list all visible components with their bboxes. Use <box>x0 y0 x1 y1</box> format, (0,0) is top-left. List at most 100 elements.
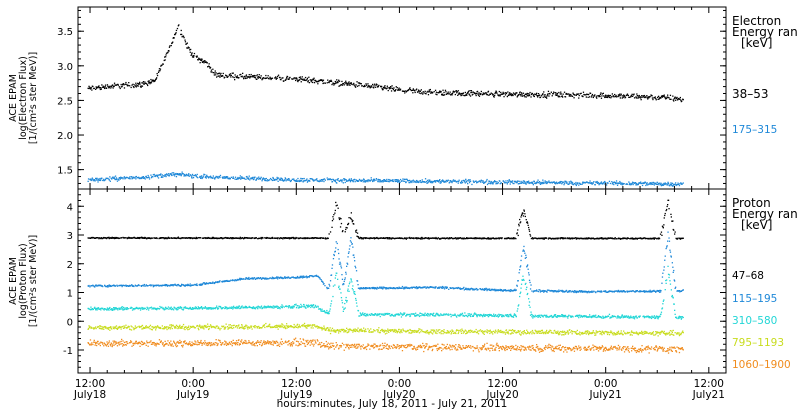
data-point <box>348 285 349 286</box>
data-point <box>349 245 350 246</box>
data-point <box>345 307 346 308</box>
data-point <box>302 178 303 179</box>
data-point <box>391 90 392 91</box>
data-point <box>243 78 244 79</box>
data-point <box>628 95 629 96</box>
data-point <box>185 41 186 42</box>
data-point <box>300 178 301 179</box>
data-point <box>344 281 345 282</box>
data-point <box>339 262 340 263</box>
data-point <box>190 283 191 284</box>
data-point <box>362 85 363 86</box>
data-point <box>342 279 343 280</box>
data-point <box>666 183 667 184</box>
data-point <box>100 87 101 88</box>
data-point <box>400 89 401 90</box>
data-point <box>407 238 408 239</box>
data-point <box>575 182 576 183</box>
data-point <box>465 179 466 180</box>
data-point <box>552 95 553 96</box>
data-point <box>434 91 435 92</box>
data-point <box>116 179 117 180</box>
data-point <box>342 230 343 231</box>
data-point <box>666 246 667 247</box>
data-point <box>487 184 488 185</box>
data-point <box>343 83 344 84</box>
data-point <box>516 289 517 290</box>
data-point <box>142 86 143 87</box>
data-point <box>645 96 646 97</box>
data-point <box>158 72 159 73</box>
data-point <box>253 306 254 307</box>
data-point <box>514 289 515 290</box>
data-point <box>282 306 283 307</box>
data-point <box>150 175 151 176</box>
data-point <box>538 291 539 292</box>
data-point <box>122 306 123 307</box>
data-point <box>334 284 335 285</box>
data-point <box>429 180 430 181</box>
data-point <box>667 245 668 246</box>
data-point <box>357 280 358 281</box>
data-point <box>391 85 392 86</box>
data-point <box>92 179 93 180</box>
data-point <box>530 96 531 97</box>
data-point <box>302 76 303 77</box>
data-point <box>517 180 518 181</box>
data-point <box>351 279 352 280</box>
data-point <box>545 180 546 181</box>
data-point <box>658 96 659 97</box>
data-point <box>147 85 148 86</box>
data-point <box>334 255 335 256</box>
data-point <box>639 95 640 96</box>
data-point <box>357 233 358 234</box>
data-point <box>188 173 189 174</box>
data-point <box>593 291 594 292</box>
data-point <box>435 286 436 287</box>
legend-series-label: 1060–1900 <box>732 359 791 371</box>
data-point <box>414 238 415 239</box>
data-point <box>321 237 322 238</box>
data-point <box>370 288 371 289</box>
data-point <box>159 306 160 307</box>
data-point <box>245 78 246 79</box>
data-point <box>174 175 175 176</box>
data-point <box>246 74 247 75</box>
data-point <box>397 87 398 88</box>
data-point <box>335 251 336 252</box>
data-point <box>114 177 115 178</box>
data-point <box>175 32 176 33</box>
data-point <box>310 307 311 308</box>
data-point <box>143 81 144 82</box>
data-point <box>444 288 445 289</box>
data-point <box>658 184 659 185</box>
data-point <box>652 99 653 100</box>
data-point <box>601 291 602 292</box>
data-point <box>320 309 321 310</box>
data-point <box>676 97 677 98</box>
data-point <box>181 30 182 31</box>
data-point <box>347 264 348 265</box>
data-point <box>367 314 368 315</box>
data-point <box>467 183 468 184</box>
data-point <box>157 176 158 177</box>
data-point <box>282 307 283 308</box>
data-point <box>242 73 243 74</box>
data-point <box>495 181 496 182</box>
data-point <box>272 180 273 181</box>
y-tick-label: 3 <box>67 231 73 242</box>
data-point <box>134 84 135 85</box>
data-point <box>320 180 321 181</box>
data-point <box>546 238 547 239</box>
data-point <box>352 247 353 248</box>
data-point <box>255 308 256 309</box>
data-point <box>348 217 349 218</box>
data-point <box>353 181 354 182</box>
data-point <box>346 266 347 267</box>
data-point <box>673 270 674 271</box>
data-point <box>512 180 513 181</box>
data-point <box>594 94 595 95</box>
data-point <box>300 304 301 305</box>
data-point <box>193 177 194 178</box>
data-point <box>396 179 397 180</box>
